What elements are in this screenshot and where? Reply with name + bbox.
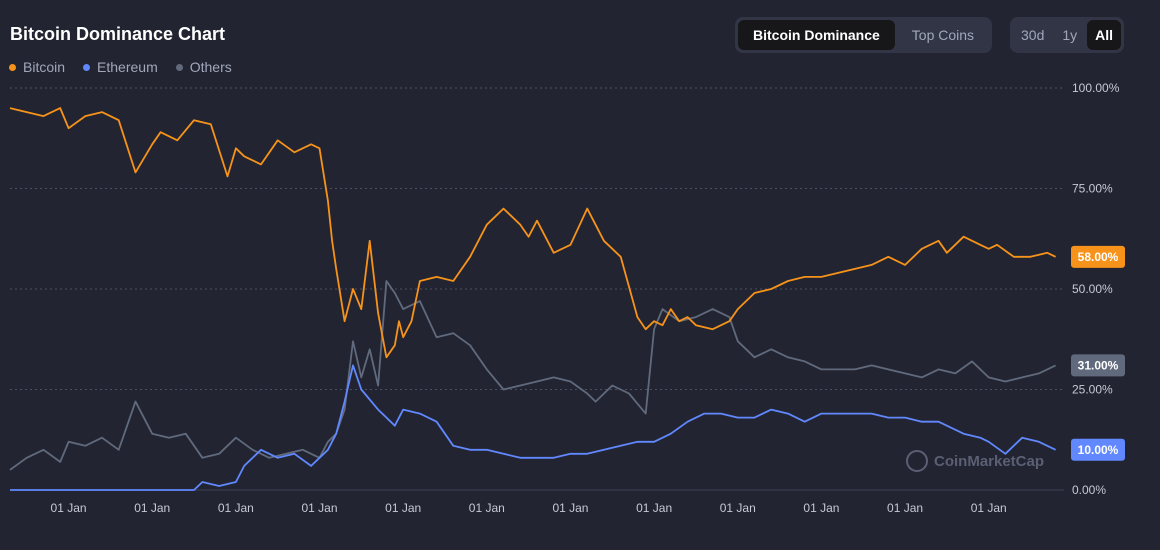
series-line-others (9, 280, 1056, 471)
legend-dot-others (175, 63, 183, 71)
series-line-bitcoin (9, 107, 1056, 359)
value-badge-bitcoin (1071, 245, 1125, 268)
x-tick-label: 01 Jan (720, 501, 756, 515)
watermark-text: CoinMarketCap (934, 452, 1045, 470)
x-tick-label: 01 Jan (971, 501, 1007, 515)
range-toggle: 30d 1y All (1010, 17, 1125, 53)
y-tick-label: 100.00% (1072, 81, 1120, 95)
y-tick-label: 0.00% (1072, 483, 1106, 497)
watermark: CoinMarketCap (906, 450, 1044, 472)
x-tick-label: 01 Jan (385, 501, 421, 515)
range-30d-button[interactable]: 30d (1021, 27, 1045, 43)
legend-dot-ethereum (83, 63, 91, 71)
legend-label-others: Others (189, 59, 232, 75)
series-line-ethereum (10, 364, 1056, 491)
y-tick-label: 50.00% (1072, 282, 1113, 296)
legend-item-bitcoin[interactable]: Bitcoin (9, 59, 65, 75)
legend-item-ethereum[interactable]: Ethereum (83, 59, 158, 75)
x-tick-label: 01 Jan (51, 501, 87, 515)
y-tick-label: 75.00% (1072, 182, 1113, 196)
legend-label-bitcoin: Bitcoin (23, 59, 66, 75)
x-tick-label: 01 Jan (469, 501, 505, 515)
coinmarketcap-logo-icon (906, 450, 928, 472)
x-tick-label: 01 Jan (218, 501, 254, 515)
legend-item-others[interactable]: Others (175, 59, 232, 75)
x-tick-label: 01 Jan (636, 501, 672, 515)
tab-top-coins[interactable]: Top Coins (911, 27, 975, 43)
x-tick-label: 01 Jan (803, 501, 839, 515)
value-badge-label-ethereum: 10.00% (1078, 443, 1119, 457)
value-badge-label-others: 31.00% (1078, 358, 1119, 372)
view-toggle: Bitcoin Dominance Top Coins (735, 17, 993, 53)
range-all-button[interactable]: All (1087, 20, 1122, 50)
y-tick-label: 25.00% (1072, 383, 1113, 397)
legend-label-ethereum: Ethereum (97, 59, 158, 75)
tab-bitcoin-dominance[interactable]: Bitcoin Dominance (738, 20, 895, 50)
x-tick-label: 01 Jan (887, 501, 923, 515)
range-1y-button[interactable]: 1y (1062, 27, 1078, 43)
value-badge-label-bitcoin: 58.00% (1078, 250, 1119, 264)
x-tick-label: 01 Jan (552, 501, 588, 515)
legend-dot-bitcoin (9, 63, 16, 71)
chart-legend: Bitcoin Ethereum Others (9, 59, 232, 75)
value-badge-ethereum (1071, 438, 1125, 461)
chart-title: Bitcoin Dominance Chart (10, 24, 226, 44)
value-badge-others (1071, 354, 1125, 377)
x-tick-label: 01 Jan (134, 501, 170, 515)
x-tick-label: 01 Jan (301, 501, 337, 515)
